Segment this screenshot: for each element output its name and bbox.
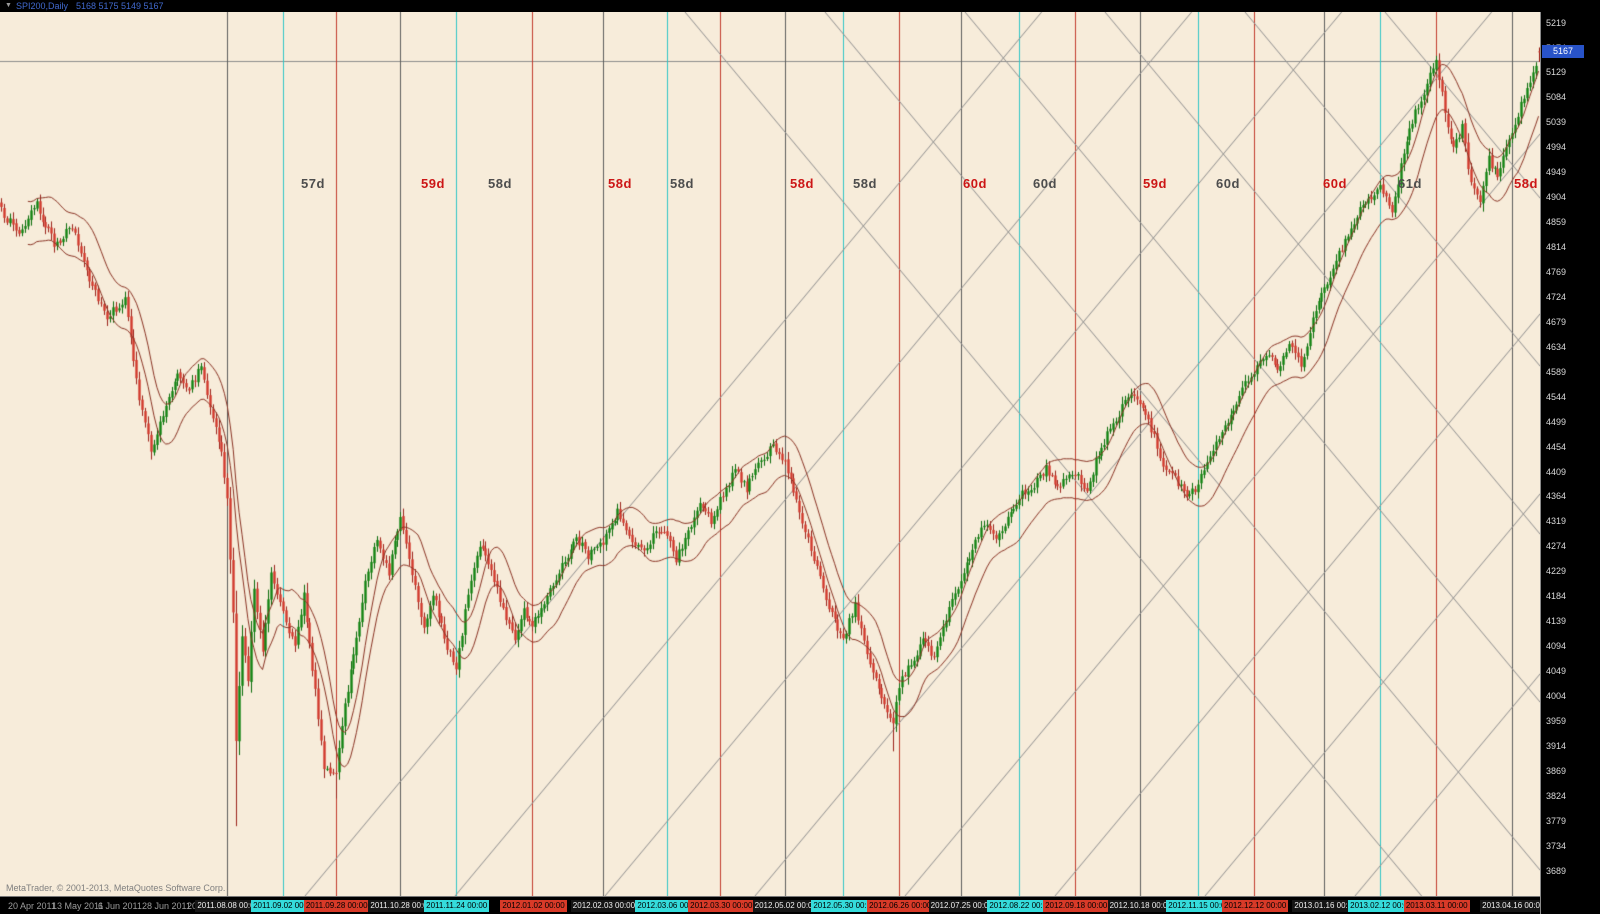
price-axis[interactable]: 5219517451295084503949944949490448594814…: [1540, 12, 1600, 914]
price-axis-label: 4499: [1546, 416, 1567, 427]
price-axis-label: 4184: [1546, 591, 1567, 602]
price-axis-label: 4589: [1546, 366, 1567, 377]
cycle-day-count-label: 60d: [1216, 176, 1240, 191]
chart-title-ohlc-values: 5168 5175 5149 5167: [75, 1, 164, 11]
cycle-line-date-label: 2013.01.16 00:00: [1292, 900, 1359, 912]
price-axis-label: 4004: [1546, 690, 1567, 701]
cycle-day-count-label: 60d: [963, 176, 987, 191]
time-axis-label: 20 Apr 2011: [8, 901, 56, 911]
price-axis-label: 3734: [1546, 840, 1567, 851]
cycle-line-date-label: 2011.10.28 00:00: [368, 900, 435, 912]
cycle-day-count-label: 58d: [1514, 176, 1538, 191]
price-axis-label: 5219: [1546, 17, 1567, 28]
cycle-day-count-label: 61d: [1398, 176, 1422, 191]
cycle-line-date-label: 2012.12.12 00:00: [1222, 900, 1289, 912]
price-axis-label: 4544: [1546, 391, 1567, 402]
cycle-line-date-label: 2012.09.18 00:00: [1043, 900, 1110, 912]
price-axis-label: 3869: [1546, 765, 1567, 776]
cycle-line-date-label: 2012.01.02 00:00: [500, 900, 567, 912]
price-axis-label: 3779: [1546, 815, 1567, 826]
price-axis-label: 3689: [1546, 865, 1567, 876]
price-axis-label: 4229: [1546, 566, 1567, 577]
cycle-day-count-label: 58d: [790, 176, 814, 191]
cycle-line-date-label: 2011.11.24 00:00: [424, 900, 490, 912]
chart-title-bar: ▼ SPI200,Daily 5168 5175 5149 5167: [0, 0, 1600, 12]
price-axis-label: 4319: [1546, 516, 1567, 527]
cycle-line-date-label: 2011.09.02 00:00: [251, 900, 317, 912]
cycle-day-count-label: 58d: [488, 176, 512, 191]
price-axis-label: 4049: [1546, 666, 1567, 677]
price-axis-label: 3959: [1546, 715, 1567, 726]
price-axis-label: 4139: [1546, 616, 1567, 627]
price-axis-label: 5129: [1546, 67, 1567, 78]
cycle-line-date-label: 2013.03.11 00:00: [1403, 900, 1470, 912]
cycle-line-date-label: 2012.11.15 00:00: [1166, 900, 1232, 912]
price-axis-label: 4904: [1546, 192, 1567, 203]
chart-title-symbol: SPI200,Daily: [15, 1, 68, 11]
chart-marker-icon: ▼: [5, 2, 12, 9]
price-axis-label: 4409: [1546, 466, 1567, 477]
cycle-line-date-label: 2012.05.02 00:00: [752, 900, 819, 912]
cycle-day-count-label: 59d: [421, 176, 445, 191]
price-axis-label: 4994: [1546, 142, 1567, 153]
price-axis-label: 4454: [1546, 441, 1567, 452]
price-axis-label: 3914: [1546, 740, 1567, 751]
price-axis-label: 4859: [1546, 217, 1567, 228]
price-axis-label: 4274: [1546, 541, 1567, 552]
cycle-day-count-label: 58d: [670, 176, 694, 191]
time-axis-label: 28 Jun 2011: [142, 901, 191, 911]
cycle-line-date-label: 2012.03.06 00:00: [635, 900, 702, 912]
chart-plot-area[interactable]: MetaTrader, © 2001-2013, MetaQuotes Soft…: [0, 12, 1540, 896]
cycle-line-date-label: 2012.03.30 00:00: [688, 900, 755, 912]
cycle-line-date-label: 2012.08.22 00:00: [987, 900, 1054, 912]
cycle-day-count-label: 60d: [1033, 176, 1057, 191]
price-axis-label: 4634: [1546, 341, 1567, 352]
cycle-line-date-label: 2011.09.28 00:00: [303, 900, 370, 912]
cycle-day-count-label: 58d: [853, 176, 877, 191]
cycle-line-date-label: 2012.06.26 00:00: [867, 900, 934, 912]
time-axis-label: 6 Jun 2011: [98, 901, 142, 911]
cycle-day-count-label: 59d: [1143, 176, 1167, 191]
price-axis-label: 4724: [1546, 291, 1567, 302]
time-axis[interactable]: 20 Apr 2011 13 May 2011 6 Jun 2011 28 Jun 2…: [0, 896, 1540, 914]
cycle-line-date-label: 2013.04.16 00:00: [1480, 900, 1540, 912]
price-axis-label: 3824: [1546, 790, 1567, 801]
price-axis-label: 4769: [1546, 266, 1567, 277]
price-axis-label: 4094: [1546, 641, 1567, 652]
price-axis-label: 4364: [1546, 491, 1567, 502]
cycle-line-date-label: 2011.08.08 00:00: [195, 900, 262, 912]
cycle-line-date-label: 2012.10.18 00:00: [1107, 900, 1174, 912]
current-price-badge: 5167: [1542, 45, 1584, 59]
cycle-day-count-label: 60d: [1323, 176, 1347, 191]
price-chart-canvas[interactable]: [0, 12, 1540, 896]
price-axis-label: 5084: [1546, 92, 1567, 103]
price-axis-label: 4679: [1546, 316, 1567, 327]
price-axis-label: 5039: [1546, 117, 1567, 128]
cycle-line-date-label: 2013.02.12 00:00: [1348, 900, 1415, 912]
cycle-line-date-label: 2012.02.03 00:00: [570, 900, 638, 912]
price-axis-label: 4814: [1546, 242, 1567, 253]
copyright-text: MetaTrader, © 2001-2013, MetaQuotes Soft…: [6, 883, 226, 893]
cycle-line-date-label: 2012.07.25 00:00: [928, 900, 995, 912]
time-axis-label: 13 May 2011: [52, 901, 104, 911]
price-axis-label: 4949: [1546, 167, 1567, 178]
cycle-line-date-label: 2012.05.30 00:00: [811, 900, 878, 912]
cycle-day-count-label: 58d: [608, 176, 632, 191]
cycle-day-count-label: 57d: [301, 176, 325, 191]
